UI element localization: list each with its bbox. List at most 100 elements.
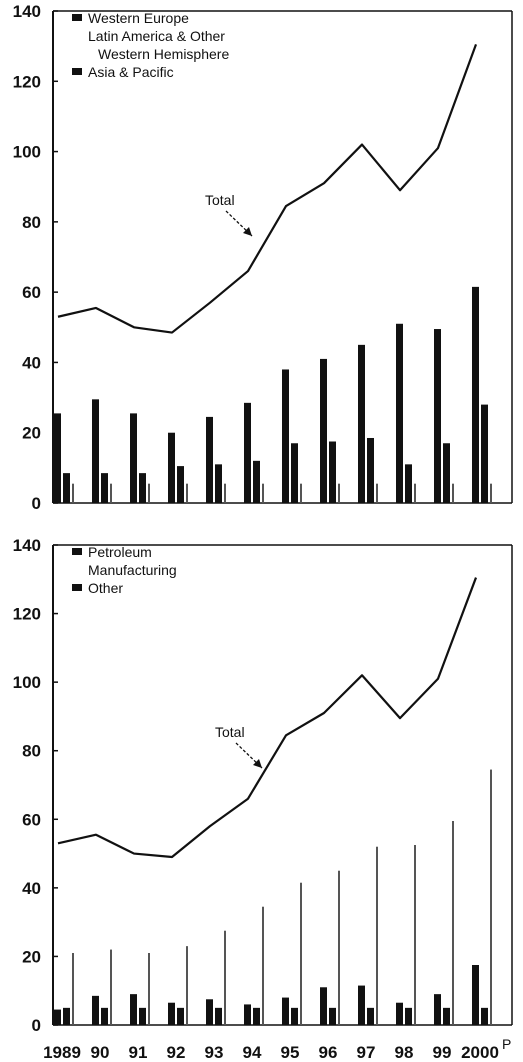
y-tick-label: 20 <box>22 947 41 966</box>
y-tick-label: 100 <box>13 143 41 162</box>
bar <box>110 483 112 503</box>
bar <box>168 1002 175 1025</box>
bar <box>244 402 251 503</box>
bar <box>367 437 374 503</box>
bar <box>481 1007 488 1025</box>
legend-label: Manufacturing <box>88 562 177 578</box>
bar <box>376 846 378 1025</box>
y-tick-label: 40 <box>22 879 41 898</box>
y-tick-label: 0 <box>32 1016 41 1035</box>
bar <box>262 483 264 503</box>
bar <box>414 845 416 1025</box>
chart-panel-1: 0 20 40 60 80 100 120 140 Total Western Europe Lat… <box>13 2 513 513</box>
bar <box>244 1004 251 1025</box>
bar <box>130 994 137 1025</box>
bar <box>186 946 188 1025</box>
legend-label: Petroleum <box>88 544 152 560</box>
bar <box>338 870 340 1025</box>
bar <box>320 987 327 1025</box>
total-annotation: Total <box>205 192 235 208</box>
x-suffix-label: P <box>502 1036 511 1052</box>
bar <box>148 953 150 1025</box>
bar <box>300 882 302 1025</box>
legend-label: Western Europe <box>88 10 189 26</box>
bar <box>405 1007 412 1025</box>
bar <box>358 985 365 1025</box>
bar <box>490 769 492 1025</box>
bar <box>63 1007 70 1025</box>
bar <box>54 413 61 503</box>
bar <box>320 358 327 503</box>
y-tick-label: 60 <box>22 810 41 829</box>
bar <box>338 483 340 503</box>
bar <box>414 483 416 503</box>
total-line <box>57 577 478 859</box>
legend-label: Latin America & Other <box>88 28 225 44</box>
bar <box>148 483 150 503</box>
y-tick-label: 80 <box>22 742 41 761</box>
bar <box>186 483 188 503</box>
bar <box>443 443 450 503</box>
bar <box>92 399 99 503</box>
bar <box>291 443 298 503</box>
x-tick-label: 94 <box>243 1043 262 1062</box>
bar <box>224 930 226 1025</box>
x-tick-label: 2000 <box>461 1043 499 1062</box>
bar <box>443 1007 450 1025</box>
x-tick-label: 96 <box>319 1043 338 1062</box>
bar <box>396 323 403 503</box>
bar <box>63 473 70 503</box>
legend-label: Other <box>88 580 123 596</box>
bar <box>177 1007 184 1025</box>
x-tick-label: 92 <box>167 1043 186 1062</box>
bar <box>101 473 108 503</box>
total-line <box>57 44 478 334</box>
bar <box>72 953 74 1025</box>
bar <box>282 369 289 503</box>
bar <box>434 994 441 1025</box>
x-tick-label: 93 <box>205 1043 224 1062</box>
bar <box>72 483 74 503</box>
bar <box>329 441 336 503</box>
bar <box>110 949 112 1025</box>
bar <box>376 483 378 503</box>
legend-swatch <box>72 68 82 75</box>
bar <box>54 1009 61 1025</box>
annotation-arrowhead <box>243 227 252 236</box>
bar <box>329 1007 336 1025</box>
y-tick-label: 20 <box>22 424 41 443</box>
x-tick-label: 91 <box>129 1043 148 1062</box>
x-tick-label: 90 <box>91 1043 110 1062</box>
bar <box>262 906 264 1025</box>
bar <box>472 286 479 503</box>
y-tick-label: 140 <box>13 2 41 21</box>
y-tick-label: 40 <box>22 353 41 372</box>
bar <box>405 464 412 503</box>
y-tick-label: 100 <box>13 673 41 692</box>
legend-label: Asia & Pacific <box>88 64 174 80</box>
bar <box>291 1007 298 1025</box>
legend-swatch <box>72 14 82 21</box>
legend-swatch <box>72 548 82 555</box>
bar <box>139 1007 146 1025</box>
total-annotation: Total <box>215 724 245 740</box>
chart-panel-2: 0 20 40 60 80 100 120 140 Total Petroleum Manufact… <box>13 536 513 1062</box>
bar <box>215 1007 222 1025</box>
x-tick-label: 1989 <box>43 1043 81 1062</box>
legend-label: Western Hemisphere <box>98 46 229 62</box>
bar <box>434 329 441 503</box>
bar <box>92 995 99 1025</box>
bar <box>452 821 454 1025</box>
y-tick-label: 80 <box>22 213 41 232</box>
x-tick-label: 98 <box>395 1043 414 1062</box>
bar <box>490 483 492 503</box>
bar <box>253 460 260 503</box>
legend-swatch <box>72 584 82 591</box>
bar <box>101 1007 108 1025</box>
y-tick-label: 120 <box>13 72 41 91</box>
bar <box>168 432 175 503</box>
x-tick-label: 97 <box>357 1043 376 1062</box>
x-tick-label: 99 <box>433 1043 452 1062</box>
bar <box>282 997 289 1025</box>
bar <box>139 473 146 503</box>
